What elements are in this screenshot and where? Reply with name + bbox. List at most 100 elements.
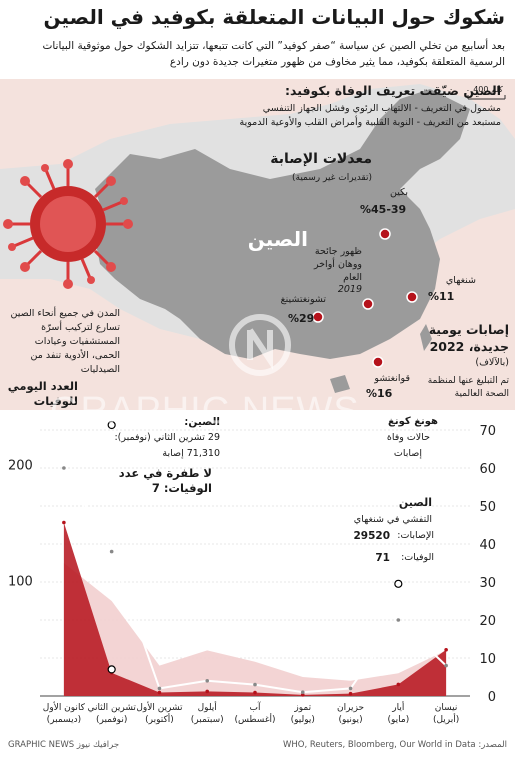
x-tick-label: أيلول <box>198 701 217 713</box>
data-point <box>253 690 257 695</box>
cases-axis-unit: (بالآلاف) <box>475 357 509 368</box>
no-death-spike-note: لا طفرة في عدد الوفيات: 7 <box>118 466 212 495</box>
x-tick-sublabel: (ديسمبر) <box>47 715 81 725</box>
right-tick-label: 70 <box>479 424 496 439</box>
data-point <box>205 689 210 694</box>
city-guangzhou-rate: %16 <box>366 387 393 400</box>
right-tick-label: 50 <box>479 500 496 515</box>
hong-kong-title: هونغ كونغ <box>388 416 438 427</box>
annotation-marker <box>107 420 116 430</box>
map-panel: 400 كلم الصين ضيّقت تعريف الوفاة بكوفيد:… <box>0 79 515 410</box>
wuhan-origin-year: 2019 <box>337 284 362 295</box>
x-tick-sublabel: (نوفمبر) <box>96 715 127 725</box>
data-point <box>109 549 114 554</box>
cases-axis-note: تم التبليغ عنها لمنظمة الصحة العالمية <box>427 376 509 399</box>
x-tick-sublabel: (يونيو) <box>339 715 363 725</box>
death-definition-included: مشمول في التعريف - الالتهاب الرئوي وفشل … <box>262 103 501 114</box>
left-tick-label: 100 <box>8 574 33 589</box>
x-tick-sublabel: (يوليو) <box>291 715 315 725</box>
city-guangzhou-name: قوانغتشو <box>374 373 410 384</box>
x-tick-sublabel: (مايو) <box>387 715 409 725</box>
source-credit: المصدر: WHO, Reuters, Bloomberg, Our Wor… <box>282 740 507 750</box>
chart-panel: 0 10 20 30 40 50 60 70 100 200 نيسان (أبريل) أيار (ما… <box>0 410 515 738</box>
data-point <box>157 686 162 691</box>
virus-illustration <box>3 159 133 289</box>
cases-axis-title: إصابات يومية جديدة، 2022 <box>428 322 509 354</box>
hospitals-note: المدن في جميع أنحاء الصين تسارع لتركيب أ… <box>10 308 120 375</box>
taiwan <box>420 324 432 351</box>
infection-rates-subtitle: (تقديرات غير رسمية) <box>292 173 372 183</box>
china-land <box>95 89 470 359</box>
data-point <box>444 647 448 652</box>
china-box-title: الصين: <box>184 416 220 428</box>
x-tick-label: كانون الأول <box>43 701 86 713</box>
city-chongqing-rate: %29 <box>288 312 315 325</box>
x-tick-label: تشرين الأول <box>136 701 183 713</box>
city-shanghai-rate: %11 <box>428 290 455 303</box>
x-tick-label: تشرين الثاني <box>87 703 136 713</box>
right-tick-label: 20 <box>479 614 496 629</box>
shanghai-cases-label: الإصابات: <box>397 530 434 541</box>
intro-text: بعد أسابيع من تخلي الصين عن سياسة “صفر ك… <box>42 40 505 68</box>
city-beijing-rate: %45-39 <box>360 203 407 216</box>
china-box-cases: 71,310 إصابة <box>162 448 220 459</box>
data-point <box>253 682 257 687</box>
series-area-حالات وفاة <box>63 522 447 696</box>
x-tick-label: حزيران <box>337 703 364 713</box>
right-tick-label: 10 <box>479 652 496 667</box>
data-point <box>396 618 401 622</box>
data-point <box>300 690 305 694</box>
china-map <box>0 84 515 393</box>
hong-kong-deaths-label: حالات وفاة <box>386 432 430 443</box>
hong-kong-cases-label: إصابات <box>393 448 422 459</box>
right-tick-label: 60 <box>479 462 496 477</box>
shanghai-deaths-label: الوفيات: <box>401 552 434 563</box>
graphic-news-logo <box>229 314 291 376</box>
right-tick-label: 0 <box>488 690 496 705</box>
data-point <box>300 693 305 697</box>
annotation-marker <box>394 579 403 588</box>
shanghai-deaths-value: 71 <box>375 552 390 564</box>
shanghai-marker <box>406 291 418 303</box>
data-point <box>205 679 210 683</box>
country-label: الصين <box>247 227 308 251</box>
x-tick-label: أيار <box>391 701 404 713</box>
wuhan-origin-label: ظهور جائحة ووهان أواخر العام <box>313 246 362 283</box>
data-point <box>62 466 66 470</box>
beijing-marker <box>379 228 391 240</box>
annotation-marker <box>107 665 116 674</box>
death-definition-excluded: مستبعد من التعريف - النوبة القلبية وأمرا… <box>239 117 501 128</box>
x-tick-label: نيسان <box>435 703 458 713</box>
x-tick-sublabel: (أكتوبر) <box>145 713 174 725</box>
x-tick-sublabel: (أغسطس) <box>234 713 275 725</box>
scale-bar <box>467 95 506 100</box>
data-point <box>444 663 448 668</box>
china-title: الصين <box>398 496 432 509</box>
city-markers <box>312 228 418 368</box>
data-point <box>348 686 353 691</box>
data-point <box>348 691 353 696</box>
deaths-axis-title: العدد اليومي للوفيات <box>7 379 78 408</box>
page-title: شكوك حول البيانات المتعلقة بكوفيد في الص… <box>43 5 505 29</box>
data-point <box>62 520 66 525</box>
x-tick-sublabel: (أبريل) <box>433 713 459 725</box>
brand-credit: GRAPHIC NEWS جرافيك نيوز <box>8 740 120 750</box>
hainan <box>330 375 350 393</box>
china-box-date: 29 تشرين الثاني (نوفمبر): <box>114 432 220 443</box>
deaths-cases-chart: 0 10 20 30 40 50 60 70 100 200 نيسان(أبريل) أيار (ما… <box>0 410 515 738</box>
scale-label: 400 كلم <box>473 85 503 94</box>
right-tick-label: 40 <box>479 538 496 553</box>
city-beijing-name: بكين <box>390 187 408 198</box>
city-chongqing-name: تشونغتشينغ <box>280 294 326 305</box>
city-shanghai-name: شنغهاي <box>445 275 476 286</box>
data-point <box>157 690 162 695</box>
wuhan-marker <box>362 298 374 310</box>
shanghai-outbreak-label: التفشي في شنغهاي <box>353 514 432 525</box>
death-definition-title: الصين ضيّقت تعريف الوفاة بكوفيد: <box>285 83 501 98</box>
right-tick-label: 30 <box>479 576 496 591</box>
data-point <box>396 682 401 687</box>
infection-rates-title: معدلات الإصابة <box>270 151 372 167</box>
watermark: GRAPHIC NEWS <box>50 390 360 432</box>
x-tick-sublabel: (سبتمبر) <box>191 715 224 725</box>
shanghai-cases-value: 29520 <box>353 530 390 542</box>
